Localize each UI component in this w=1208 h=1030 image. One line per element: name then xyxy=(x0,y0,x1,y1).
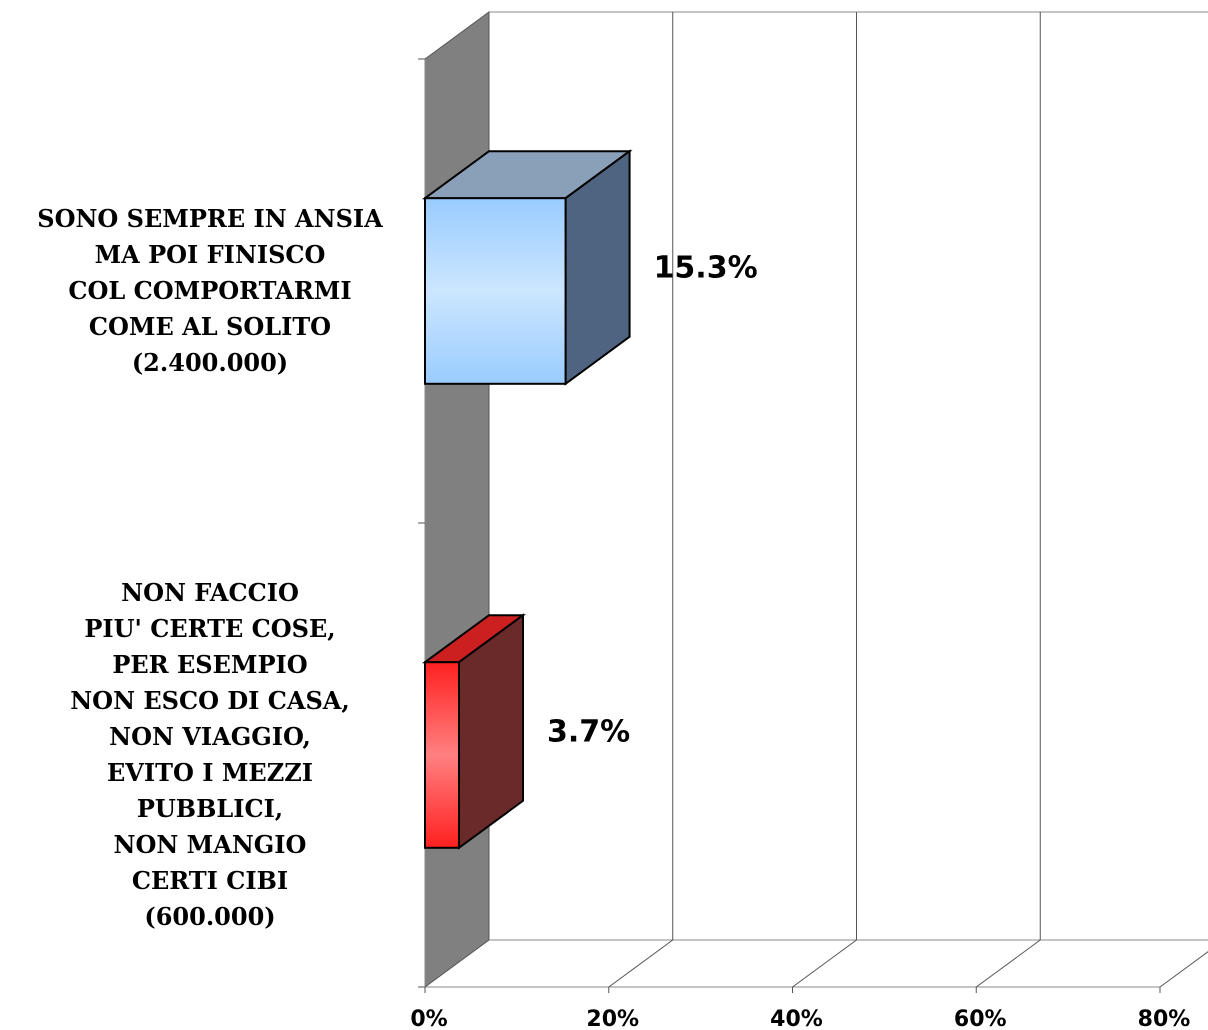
floor-grid-line xyxy=(792,939,857,988)
category-label: SONO SEMPRE IN ANSIA MA POI FINISCO COL … xyxy=(37,204,383,377)
floor-grid-line xyxy=(975,939,1041,988)
category-label: NON FACCIO PIU' CERTE COSE, PER ESEMPIO … xyxy=(70,578,350,931)
x-tick-label: 60% xyxy=(954,1007,1007,1030)
x-tick-label: 0% xyxy=(410,1007,447,1030)
value-label: 3.7% xyxy=(547,715,630,750)
x-tick-label: 80% xyxy=(1138,1007,1191,1030)
value-label: 15.3% xyxy=(654,251,758,286)
floor-grid-line xyxy=(608,939,674,988)
x-tick-label: 20% xyxy=(586,1007,639,1030)
bar xyxy=(424,197,567,385)
floor-grid-line xyxy=(1159,951,1208,988)
bar xyxy=(424,661,460,849)
x-tick-label: 40% xyxy=(770,1007,823,1030)
